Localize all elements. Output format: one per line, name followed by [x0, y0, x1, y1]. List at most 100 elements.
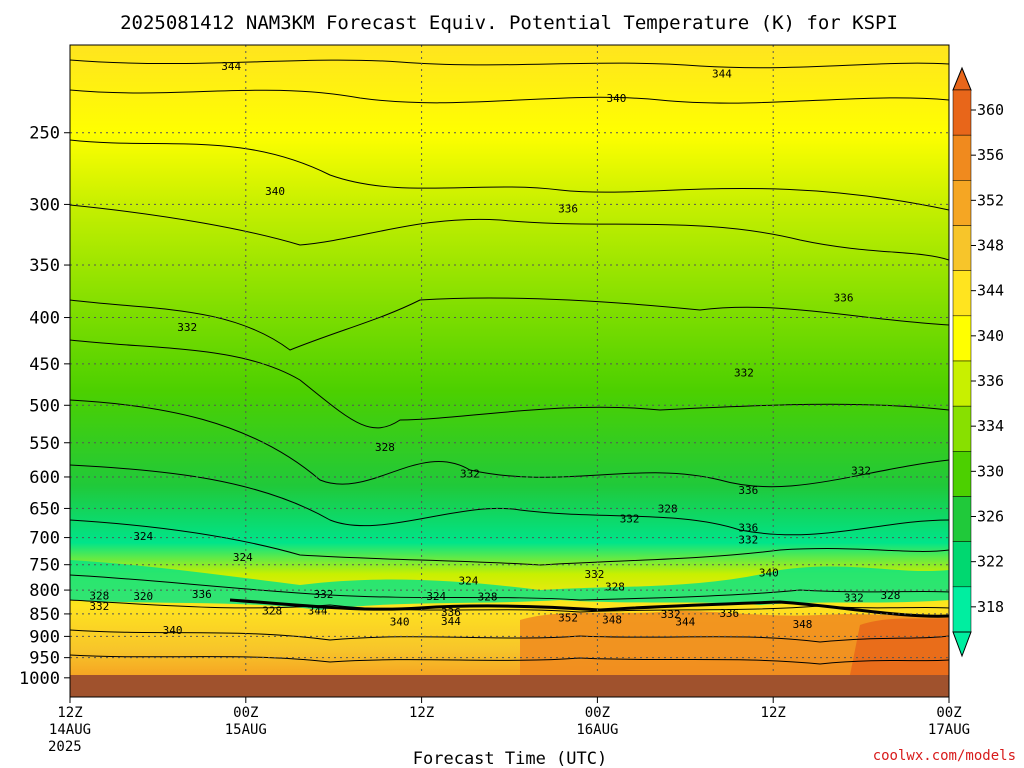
- colorbar-label: 318: [977, 598, 1004, 616]
- contour-label: 332: [620, 513, 640, 526]
- contour-label: 324: [233, 551, 253, 564]
- contour-label: 344: [221, 60, 241, 73]
- y-tick-label: 600: [29, 468, 60, 488]
- contour-label: 344: [712, 67, 732, 80]
- contour-label: 336: [441, 606, 461, 619]
- contour-label: 328: [605, 581, 625, 594]
- x-tick-label: 12Z: [57, 705, 82, 721]
- y-tick-label: 500: [29, 396, 60, 416]
- x-tick-label: 00Z: [233, 705, 258, 721]
- y-tick-label: 950: [29, 649, 60, 669]
- x-tick-label: 2025: [48, 739, 82, 755]
- x-tick-label: 17AUG: [928, 722, 970, 738]
- y-tick-label: 700: [29, 529, 60, 549]
- contour-label: 332: [734, 366, 754, 379]
- y-tick-label: 450: [29, 355, 60, 375]
- colorbar-swatch: [952, 405, 972, 452]
- colorbar-label: 326: [977, 508, 1004, 526]
- contour-label: 332: [177, 321, 197, 334]
- colorbar-label: 360: [977, 101, 1004, 119]
- contour-label: 340: [759, 566, 779, 579]
- colorbar-swatch: [952, 180, 972, 226]
- dense-contour-band: [229, 598, 949, 618]
- contour-label: 324: [459, 575, 479, 588]
- contour-label: 352: [558, 612, 578, 625]
- y-tick-label: 400: [29, 309, 60, 329]
- y-axis: 2503003504004505005506006507007508008509…: [19, 124, 70, 689]
- y-tick-label: 850: [29, 605, 60, 625]
- contour-label: 328: [658, 502, 678, 515]
- colorbar-label: 348: [977, 237, 1004, 255]
- contour-label: 328: [478, 590, 498, 603]
- contour-label: 336: [192, 588, 212, 601]
- x-tick-label: 16AUG: [576, 722, 618, 738]
- contour-label: 340: [265, 185, 285, 198]
- colorbar: 360 356 352 348 344 340 336 334 330 326 322 318: [952, 66, 1004, 658]
- contour-label: 324: [133, 530, 153, 543]
- colorbar-swatch: [952, 451, 972, 497]
- contour-label: 344: [308, 605, 328, 618]
- contour-label: 336: [558, 202, 578, 215]
- y-tick-label: 800: [29, 581, 60, 601]
- colorbar-swatch: [952, 225, 972, 271]
- colorbar-swatch: [952, 315, 972, 362]
- colorbar-swatch: [952, 89, 972, 136]
- y-tick-label: 900: [29, 627, 60, 647]
- ground-strip: [70, 675, 949, 697]
- colorbar-top-arrow: [952, 66, 972, 91]
- y-tick-label: 250: [29, 124, 60, 144]
- grid-horizontal: [70, 132, 949, 659]
- colorbar-label: 330: [977, 462, 1004, 480]
- colorbar-label: 334: [977, 417, 1004, 435]
- contour-label: 324: [426, 590, 446, 603]
- colorbar-label: 336: [977, 372, 1004, 390]
- colorbar-swatch: [952, 134, 972, 181]
- colorbar-swatch: [952, 541, 972, 588]
- x-tick-label: 12Z: [409, 705, 434, 721]
- contour-label: 332: [89, 600, 109, 613]
- contour-label: 328: [262, 605, 282, 618]
- colorbar-swatch: [952, 360, 972, 407]
- credit-text: coolwx.com/models: [873, 748, 1016, 764]
- plot-frame: [69, 44, 950, 698]
- contour-label: 320: [133, 590, 153, 603]
- contour-label: 328: [89, 589, 109, 602]
- contour-label: 348: [793, 618, 813, 631]
- x-tick-label: 15AUG: [225, 722, 267, 738]
- y-tick-label: 650: [29, 499, 60, 519]
- contour-label: 340: [607, 92, 627, 105]
- y-tick-label: 300: [29, 195, 60, 215]
- teal-layer: [70, 560, 949, 610]
- contour-label: 332: [661, 608, 681, 621]
- contour-label: 340: [390, 616, 410, 629]
- colorbar-bottom-arrow: [952, 631, 972, 658]
- x-tick-label: 12Z: [761, 705, 786, 721]
- contour-label: 336: [834, 291, 854, 304]
- contour-label: 344: [675, 616, 695, 629]
- colorbar-swatch: [952, 586, 972, 633]
- contour-label: 332: [738, 533, 758, 546]
- x-tick-label: 00Z: [936, 705, 961, 721]
- colorbar-swatch: [952, 496, 972, 542]
- y-tick-label: 550: [29, 434, 60, 454]
- hot-surface-region: [850, 618, 949, 675]
- chart-title: 2025081412 NAM3KM Forecast Equiv. Potent…: [120, 12, 898, 34]
- y-tick-label: 1000: [19, 669, 60, 689]
- contour-label: 332: [460, 468, 480, 481]
- colorbar-label: 352: [977, 191, 1004, 209]
- contour-label: 348: [602, 613, 622, 626]
- contour-label: 340: [163, 624, 183, 637]
- contour-label: 336: [719, 607, 739, 620]
- contour-label: 332: [844, 591, 864, 604]
- x-tick-label: 00Z: [585, 705, 610, 721]
- colorbar-label: 356: [977, 146, 1004, 164]
- y-tick-label: 350: [29, 256, 60, 276]
- contour-label: 344: [441, 615, 461, 628]
- x-axis-label: Forecast Time (UTC): [413, 749, 607, 768]
- contour-label: 336: [738, 484, 758, 497]
- contour-label: 332: [314, 588, 334, 601]
